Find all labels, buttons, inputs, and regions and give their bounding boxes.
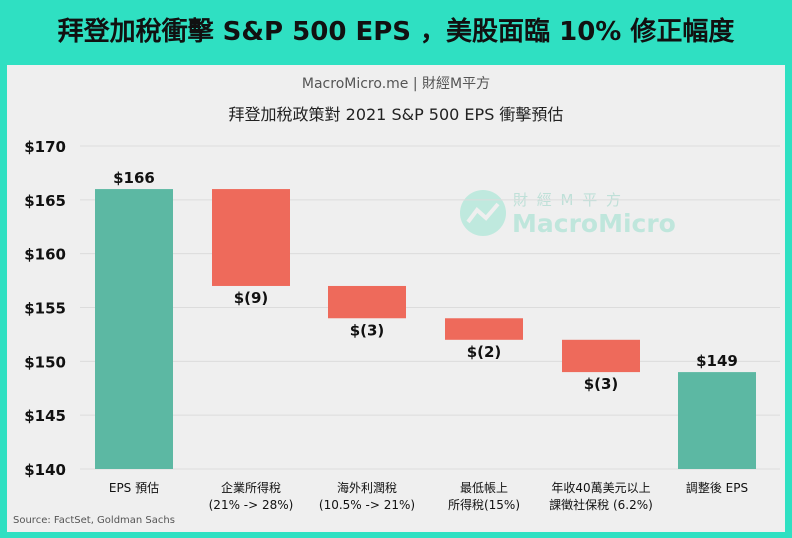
data-label: $(9) [234, 289, 269, 307]
watermark-en: MacroMicro [512, 209, 676, 238]
data-label: $(3) [350, 321, 385, 339]
chart-title: 拜登加稅政策對 2021 S&P 500 EPS 衝擊預估 [228, 105, 564, 124]
source-note: Source: FactSet, Goldman Sachs [13, 515, 175, 526]
bar [328, 285, 406, 319]
x-tick-label: 調整後 EPS [686, 480, 748, 495]
y-tick-label: $160 [24, 246, 66, 264]
y-tick-label: $145 [24, 407, 66, 425]
bar [212, 189, 290, 286]
data-label: $149 [696, 352, 738, 370]
y-tick-label: $140 [24, 461, 66, 479]
data-label: $166 [113, 169, 155, 187]
data-label: $(2) [467, 343, 502, 361]
x-tick-label: (21% -> 28%) [209, 498, 294, 512]
data-label: $(3) [584, 375, 619, 393]
x-tick-label: 年收40萬美元以上 [551, 481, 650, 495]
x-tick-label: 最低帳上 [460, 481, 508, 495]
x-tick-label: 海外利潤稅 [337, 480, 397, 495]
y-tick-label: $150 [24, 353, 66, 371]
x-tick-label: 企業所得稅 [221, 480, 281, 495]
x-tick-label: 課徵社保稅 (6.2%) [549, 497, 653, 512]
y-tick-label: $165 [24, 192, 66, 210]
bar [562, 339, 640, 373]
brand-label: MacroMicro.me | 財經M平方 [301, 76, 491, 92]
headline: 拜登加稅衝擊 S&P 500 EPS ，美股面臨 10% 修正幅度 [57, 17, 735, 47]
watermark-logo-line [466, 202, 500, 224]
x-tick-label: EPS 預估 [109, 481, 159, 495]
x-tick-label: 所得稅(15%) [448, 497, 520, 512]
bar [678, 372, 756, 469]
bar [95, 189, 173, 470]
y-tick-label: $155 [24, 300, 66, 318]
y-tick-label: $170 [24, 138, 66, 156]
bar [445, 318, 523, 340]
x-tick-label: (10.5% -> 21%) [319, 498, 415, 512]
